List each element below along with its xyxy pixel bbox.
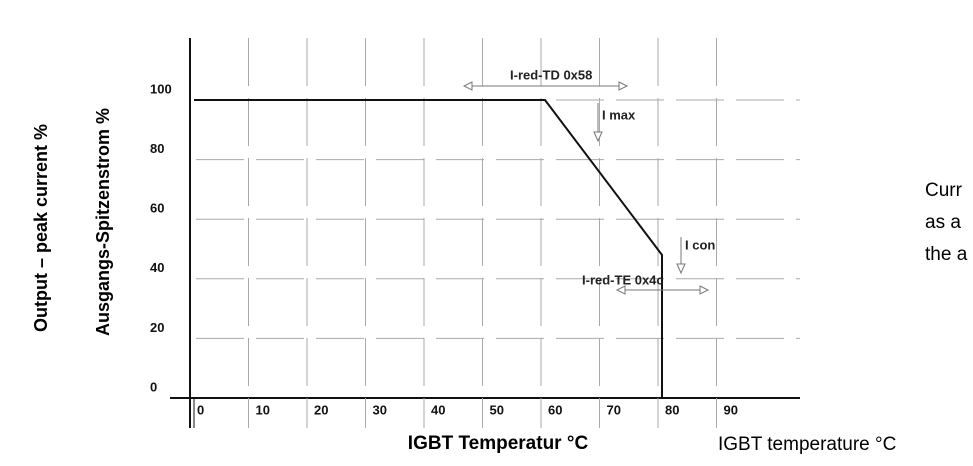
data-line (194, 99, 663, 398)
annotation: I-red-TE 0x4c (582, 272, 664, 287)
plot (194, 99, 663, 398)
side-text: as a (925, 212, 961, 233)
side-text: Curr (925, 180, 963, 201)
y-tick-label: 0 (150, 379, 157, 394)
annotation: I max (602, 107, 636, 122)
x-tick-label: 20 (314, 402, 328, 417)
annotation: I con (685, 237, 715, 252)
x-tick-label: 40 (431, 402, 445, 417)
x-tick-label: 80 (665, 402, 679, 417)
x-tick-label: 50 (490, 402, 504, 417)
grid (193, 38, 800, 428)
x-tick-label: 10 (256, 402, 270, 417)
side-text: the a (925, 244, 968, 265)
y-tick-label: 60 (150, 201, 164, 216)
y-tick-label: 20 (150, 320, 164, 335)
y-tick-label: 100 (150, 81, 172, 96)
y-axis-label-en: Output – peak current % (31, 124, 51, 332)
y-tick-label: 40 (150, 260, 164, 275)
x-axis-label: IGBT Temperatur °C (408, 433, 589, 454)
y-tick-label: 80 (150, 141, 164, 156)
y-axis-label: Ausgangs-Spitzenstrom % (93, 108, 113, 336)
x-tick-label: 0 (197, 402, 204, 417)
x-axis-label-en: IGBT temperature °C (718, 434, 896, 455)
annotation-arrows (462, 81, 710, 295)
ticks: 0 20 40 60 80 100 0 10 20 30 40 50 60 70 80 90 (150, 81, 738, 417)
x-tick-label: 30 (373, 402, 387, 417)
x-tick-label: 90 (724, 402, 738, 417)
x-tick-label: 60 (548, 402, 562, 417)
x-tick-label: 70 (607, 402, 621, 417)
annotation: I-red-TD 0x58 (510, 67, 592, 82)
